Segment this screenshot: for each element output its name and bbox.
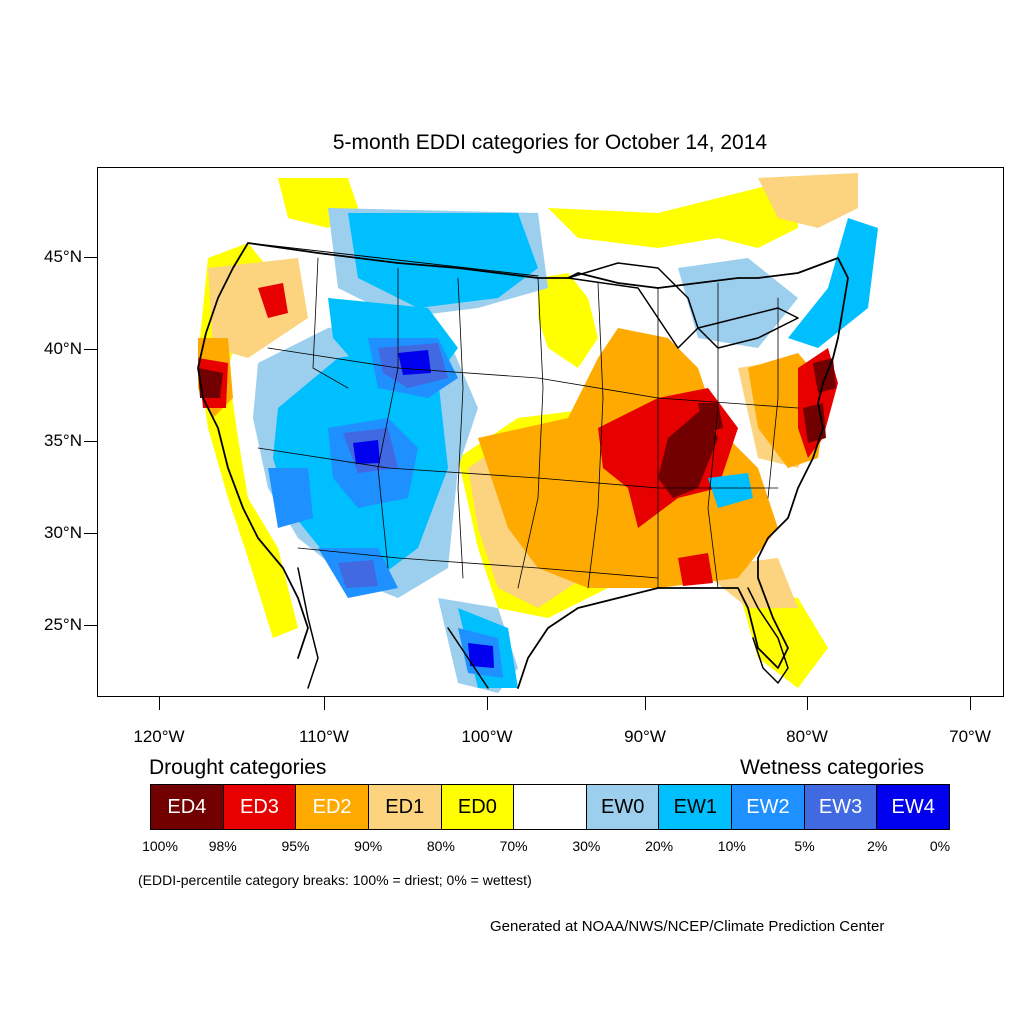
- legend-box-ew0: EW0: [586, 785, 660, 829]
- ew4-texas: [468, 643, 494, 668]
- ed0-canada-east: [548, 178, 798, 248]
- lon-label-70: 70°W: [949, 727, 991, 746]
- percentile-label: 20%: [645, 838, 674, 854]
- percentile-label: 2%: [867, 838, 888, 854]
- legend-box-neutral: [514, 785, 587, 829]
- lon-label-90: 90°W: [624, 727, 666, 746]
- ed0-north-central: [538, 273, 598, 368]
- florida: [747, 587, 789, 684]
- ed3-oregon: [258, 283, 288, 318]
- percentile-label: 90%: [354, 838, 383, 854]
- lon-label-120: 120°W: [133, 727, 185, 746]
- category-shading: [193, 173, 878, 693]
- credit-line: Generated at NOAA/NWS/NCEP/Climate Predi…: [490, 918, 885, 935]
- ew1-canada-east: [788, 218, 878, 348]
- map-canvas: [193, 173, 878, 693]
- legend-box-ed4: ED4: [151, 785, 224, 829]
- lon-tick: [159, 697, 160, 710]
- lon-tick: [645, 697, 646, 710]
- legend-box-ew3: EW3: [804, 785, 878, 829]
- ed4-california: [198, 368, 223, 398]
- lon-label-80: 80°W: [786, 727, 828, 746]
- lat-tick: [84, 441, 97, 442]
- ew1-tennessee: [708, 473, 753, 508]
- legend-box-ew1: EW1: [659, 785, 733, 829]
- lat-tick: [84, 257, 97, 258]
- lon-tick: [487, 697, 488, 710]
- lon-tick: [324, 697, 325, 710]
- drought-heading: Drought categories: [149, 756, 327, 779]
- percentile-label: 70%: [499, 838, 528, 854]
- legend-box-ed3: ED3: [223, 785, 297, 829]
- state-lines: [257, 257, 799, 589]
- legend-note: (EDDI-percentile category breaks: 100% =…: [138, 872, 532, 888]
- percentile-label: 30%: [572, 838, 601, 854]
- map-title: 5-month EDDI categories for October 14, …: [332, 131, 768, 154]
- percentile-label: 0%: [929, 838, 951, 854]
- percentile-label: 5%: [794, 838, 815, 854]
- percentile-label: 10%: [717, 838, 746, 854]
- lat-tick: [84, 533, 97, 534]
- lat-tick: [84, 625, 97, 626]
- ew4-utah: [353, 440, 380, 464]
- percentile-label: 98%: [208, 838, 237, 854]
- lat-tick: [84, 349, 97, 350]
- lon-label-100: 100°W: [461, 727, 513, 746]
- ew3-arizona: [338, 560, 378, 588]
- legend-colorbar: ED4 ED3 ED2 ED1 ED0 EW0 EW1 EW2 EW3 EW4: [150, 784, 950, 830]
- legend-box-ew4: EW4: [877, 785, 950, 829]
- lon-tick: [970, 697, 971, 710]
- lat-label-30: 30°N: [44, 523, 82, 542]
- percentile-label: 95%: [281, 838, 310, 854]
- canada-border: [247, 242, 539, 277]
- ed4-indiana: [698, 403, 723, 433]
- legend-box-ed1: ED1: [368, 785, 442, 829]
- eddi-map: [97, 167, 1004, 697]
- lon-tick: [807, 697, 808, 710]
- lat-label-35: 35°N: [44, 431, 82, 450]
- legend-box-ed2: ED2: [296, 785, 369, 829]
- ew4-wyoming: [398, 350, 431, 375]
- boundaries: [197, 242, 849, 689]
- ed1-ne-canada: [758, 173, 858, 228]
- ew1-north: [348, 213, 538, 308]
- lat-label-45: 45°N: [44, 247, 82, 266]
- ed3-gulf: [678, 553, 713, 586]
- percentile-label: 100%: [142, 838, 178, 854]
- legend-box-ew2: EW2: [732, 785, 805, 829]
- legend-box-ed0: ED0: [441, 785, 515, 829]
- lon-label-110: 110°W: [299, 727, 349, 746]
- ew2-nevada: [268, 468, 313, 528]
- mexico-coast: [297, 567, 489, 689]
- lat-label-25: 25°N: [44, 615, 82, 634]
- percentile-label: 80%: [426, 838, 455, 854]
- lat-label-40: 40°N: [44, 339, 82, 358]
- wetness-heading: Wetness categories: [740, 756, 925, 779]
